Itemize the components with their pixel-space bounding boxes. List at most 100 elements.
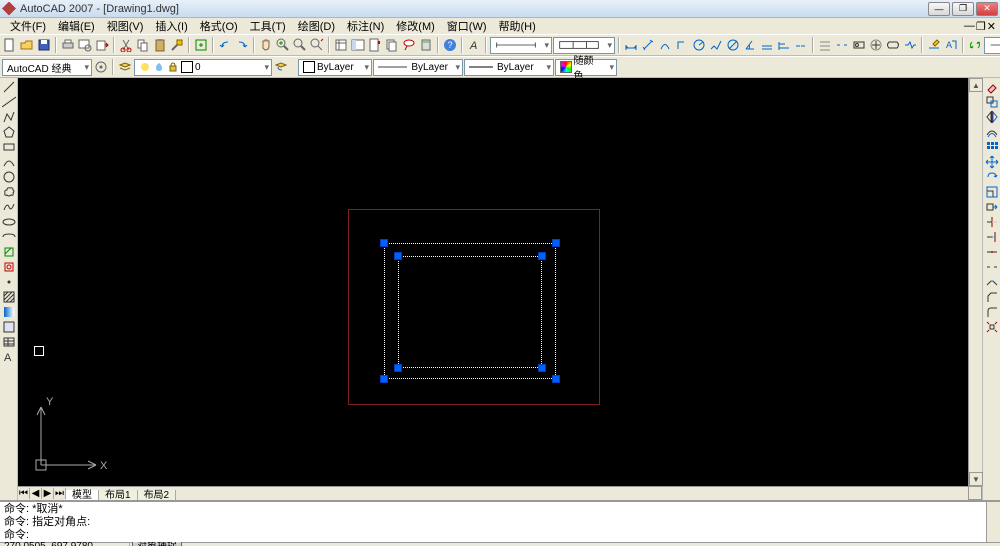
dimstyle-combo[interactable] [490,37,552,54]
ellipse-arc-icon[interactable] [1,230,17,244]
dimstyle-current-combo[interactable] [984,37,1000,54]
open-icon[interactable] [19,37,35,53]
point-icon[interactable] [1,275,17,289]
horizontal-scrollbar[interactable] [176,486,968,500]
tab-last-icon[interactable]: ⏭ [54,488,66,499]
linetype-combo[interactable]: ByLayer [373,59,463,76]
doc-restore-button[interactable]: ❐ [976,20,986,33]
arc-icon[interactable] [1,155,17,169]
maximize-button[interactable]: ❐ [952,2,974,16]
layer-previous-icon[interactable] [273,59,289,75]
insert-block-icon[interactable] [1,245,17,259]
tablestyle-combo[interactable] [553,37,615,54]
command-window[interactable]: 命令: *取消* 命令: 指定对角点: 命令: [0,500,1000,542]
menu-item[interactable]: 编辑(E) [52,21,101,33]
tab-first-icon[interactable]: ⏮ [18,488,30,499]
lineweight-combo[interactable]: ByLayer [464,59,554,76]
block-editor-icon[interactable] [193,37,209,53]
copy-obj-icon[interactable] [984,95,1000,109]
offset-icon[interactable] [984,125,1000,139]
close-button[interactable]: ✕ [976,2,998,16]
copy-icon[interactable] [135,37,151,53]
plotstyle-combo[interactable]: 随颜色 [555,59,617,76]
textstyle-icon[interactable]: A [466,37,482,53]
dim-linear-icon[interactable] [623,37,639,53]
workspace-settings-icon[interactable] [93,59,109,75]
cut-icon[interactable] [118,37,134,53]
dim-break-icon[interactable] [834,37,850,53]
design-center-icon[interactable] [350,37,366,53]
menu-item[interactable]: 视图(V) [101,21,150,33]
break-icon[interactable] [984,260,1000,274]
redo-icon[interactable] [234,37,250,53]
tab-next-icon[interactable]: ▶ [42,488,54,499]
revcloud-icon[interactable] [1,185,17,199]
fillet-icon[interactable] [984,305,1000,319]
menu-item[interactable]: 文件(F) [4,21,52,33]
doc-close-button[interactable]: ✕ [987,20,996,33]
zoom-previous-icon[interactable] [309,37,325,53]
dim-jog-line-icon[interactable] [902,37,918,53]
menu-item[interactable]: 修改(M) [390,21,441,33]
menu-item[interactable]: 帮助(H) [493,21,542,33]
dim-update-icon[interactable] [967,37,983,53]
menu-item[interactable]: 工具(T) [244,21,292,33]
move-icon[interactable] [984,155,1000,169]
stretch-icon[interactable] [984,200,1000,214]
drawing-canvas[interactable]: Y X [18,78,968,486]
chamfer-icon[interactable] [984,290,1000,304]
tab-prev-icon[interactable]: ◀ [30,488,42,499]
table-icon[interactable] [1,335,17,349]
publish-icon[interactable] [94,37,110,53]
tool-palettes-icon[interactable] [367,37,383,53]
dim-angular-icon[interactable] [742,37,758,53]
dim-aligned-icon[interactable] [640,37,656,53]
new-icon[interactable] [2,37,18,53]
sheetset-icon[interactable] [384,37,400,53]
markup-icon[interactable] [401,37,417,53]
dim-arc-icon[interactable] [657,37,673,53]
plot-icon[interactable] [60,37,76,53]
rectangle-icon[interactable] [1,140,17,154]
color-combo[interactable]: ByLayer [298,59,372,76]
dim-inspect-icon[interactable] [885,37,901,53]
pan-icon[interactable] [258,37,274,53]
break-at-point-icon[interactable] [984,245,1000,259]
save-icon[interactable] [36,37,52,53]
xline-icon[interactable] [1,95,17,109]
dim-tedit-icon[interactable]: A [943,37,959,53]
zoom-window-icon[interactable] [292,37,308,53]
menu-item[interactable]: 标注(N) [341,21,390,33]
cmd-scrollbar[interactable] [986,502,1000,542]
join-icon[interactable] [984,275,1000,289]
mtext-icon[interactable]: A [1,350,17,364]
polygon-icon[interactable] [1,125,17,139]
plot-preview-icon[interactable] [77,37,93,53]
spline-icon[interactable] [1,200,17,214]
dim-continue-icon[interactable] [793,37,809,53]
dim-diameter-icon[interactable] [725,37,741,53]
menu-item[interactable]: 窗口(W) [441,21,493,33]
gradient-icon[interactable] [1,305,17,319]
dim-edit-icon[interactable] [926,37,942,53]
scale-icon[interactable] [984,185,1000,199]
scroll-down-icon[interactable]: ▼ [969,472,983,486]
rotate-icon[interactable] [984,170,1000,184]
extend-icon[interactable] [984,230,1000,244]
dim-radius-icon[interactable] [691,37,707,53]
make-block-icon[interactable] [1,260,17,274]
scroll-up-icon[interactable]: ▲ [969,78,983,92]
minimize-button[interactable]: — [928,2,950,16]
tolerance-icon[interactable] [851,37,867,53]
properties-icon[interactable] [333,37,349,53]
region-icon[interactable] [1,320,17,334]
help-icon[interactable]: ? [442,37,458,53]
explode-icon[interactable] [984,320,1000,334]
workspace-combo[interactable]: AutoCAD 经典 [2,59,92,76]
layer-combo[interactable]: 0 [134,59,272,76]
menu-item[interactable]: 绘图(D) [292,21,341,33]
erase-icon[interactable] [984,80,1000,94]
dim-jogged-icon[interactable] [708,37,724,53]
ellipse-icon[interactable] [1,215,17,229]
drawing-area[interactable]: Y X ▲ ▼ ⏮ ◀ ▶ ⏭ 模型布局1布局2 [18,78,982,500]
